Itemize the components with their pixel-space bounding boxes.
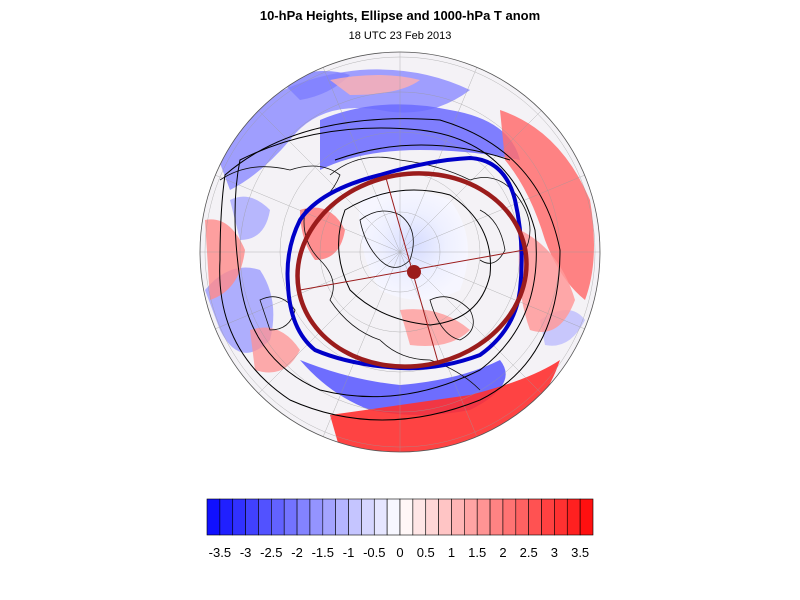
height-contours [219,118,561,421]
warm-anomaly-region [205,219,245,300]
colorbar-tick-label: 3 [551,545,558,560]
colorbar-box [489,498,504,536]
colorbar-box [335,498,349,536]
chart-subtitle: 18 UTC 23 Feb 2013 [348,30,452,42]
colorbar-box [566,498,581,536]
globe-outline [199,51,601,453]
warm-anomaly-region [300,207,345,260]
colorbar-box [464,498,478,536]
colorbar-tick-label: 2 [499,545,506,560]
colorbar-tick-label: 0.5 [417,545,435,560]
colorbar-box [219,498,234,536]
cold-anomaly-region [215,69,470,190]
ellipse-center-marker [407,265,421,279]
colorbar-tick-label: -2.5 [260,545,282,560]
colorbar-box [258,498,272,536]
vortex-ellipse [295,171,529,369]
colorbar-box [438,498,452,536]
colorbar-tick-label: -3 [240,545,252,560]
colorbar-box [386,498,401,536]
colorbar-box [476,498,491,536]
colorbar-tick-label: -1.5 [312,545,334,560]
colorbar-box [579,498,594,536]
colorbar-box [451,498,465,536]
colorbar-tick-label: 1.5 [468,545,486,560]
warm-anomaly-region [500,110,594,300]
colorbar-box [502,498,517,536]
colorbar-box [206,498,221,536]
colorbar-box [425,498,439,536]
colorbar-tick-label: -2 [291,545,303,560]
colorbar-box [232,498,246,536]
colorbar-box [309,498,324,536]
colorbar-box [528,498,542,536]
polar-vortex-contour [285,155,524,371]
colorbar-boxes [206,498,594,536]
colorbar-tick-label: 0 [396,545,403,560]
colorbar-box [412,498,427,536]
colorbar-tick-labels: -3.5 -3 -2.5 -2 -1.5 -1 -0.5 0 0.5 1 1.5 2 2.5 3 3.5 [209,545,590,560]
colorbar-box [361,498,375,536]
coastlines [219,156,531,391]
colorbar-box [283,498,298,536]
warm-anomaly-region [250,327,300,373]
colorbar-box [245,498,259,536]
colorbar-box [399,498,414,536]
colorbar-tick-label: 2.5 [520,545,538,560]
chart-title: 10-hPa Heights, Ellipse and 1000-hPa T a… [259,8,541,23]
colorbar-box [515,498,529,536]
colorbar-tick-label: -0.5 [363,545,385,560]
colorbar-box [348,498,362,536]
cold-anomaly-region [230,196,270,240]
colorbar-tick-label: -3.5 [209,545,231,560]
colorbar-tick-label: -1 [343,545,355,560]
warm-anomaly-region [518,230,575,332]
colorbar-tick-label: 1 [448,545,455,560]
colorbar-box [373,498,388,536]
colorbar-tick-label: 3.5 [571,545,589,560]
warm-anomaly-region [330,75,420,95]
globe [200,52,600,452]
colorbar-box [296,498,311,536]
cold-anomaly-region [320,104,520,170]
colorbar-box [554,498,568,536]
colorbar-box [322,498,336,536]
colorbar-box [541,498,555,536]
colorbar-box [271,498,285,536]
